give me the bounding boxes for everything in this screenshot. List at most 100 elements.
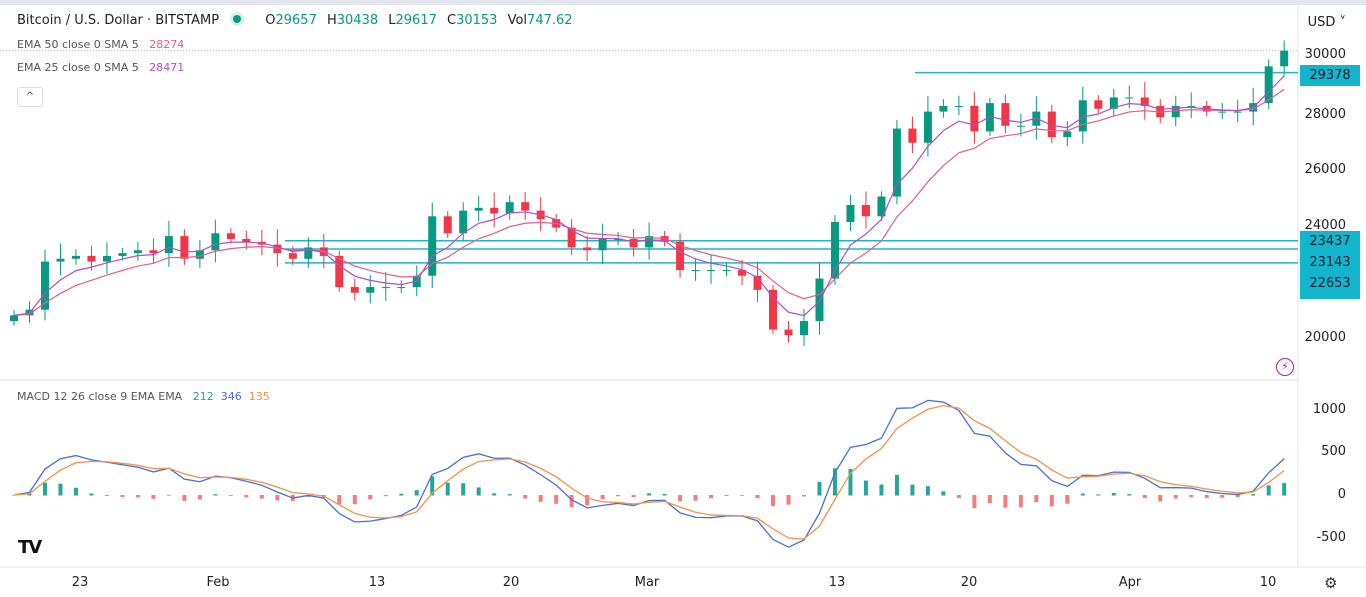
candle-body	[753, 275, 762, 290]
macd-histogram-bar	[120, 495, 125, 497]
macd-histogram-bar	[368, 495, 373, 500]
level-tag: 23143	[1309, 255, 1351, 270]
ema25-label: EMA 25 close 0 SMA 5	[17, 61, 139, 74]
macd-histogram-bar	[569, 495, 574, 508]
macd-histogram-bar	[244, 495, 249, 498]
macd-histogram-bar	[275, 495, 280, 501]
candle-body	[335, 255, 344, 288]
candle-body	[102, 255, 111, 262]
ema25-line	[13, 75, 1285, 317]
macd-histogram-bar	[678, 495, 683, 502]
candle-body	[1233, 111, 1242, 113]
candle-body	[738, 270, 747, 276]
macd-histogram-bar	[151, 495, 156, 499]
candle-body	[490, 207, 499, 214]
macd-histogram-bar	[972, 495, 977, 509]
price-chart[interactable]	[0, 5, 1366, 597]
candle-body	[923, 111, 932, 143]
candle-body	[1078, 100, 1087, 132]
macd-histogram-bar	[1235, 495, 1240, 498]
candle-body	[474, 207, 483, 211]
candle-body	[443, 216, 452, 234]
macd-histogram-bar	[1018, 495, 1023, 508]
tradingview-logo[interactable]: TV	[18, 537, 42, 558]
macd-histogram-bar	[1049, 495, 1054, 507]
candle-body	[892, 128, 901, 197]
macd-histogram-bar	[879, 484, 884, 496]
candle-body	[707, 270, 716, 272]
level-tag: 29378	[1300, 65, 1360, 86]
macd-histogram-bar	[58, 483, 63, 496]
time-tick: 13	[368, 575, 386, 590]
currency-dropdown[interactable]: USD ˅	[1307, 15, 1346, 30]
macd-histogram-bar	[259, 495, 264, 499]
settings-gear-icon[interactable]: ⚙	[1324, 574, 1338, 592]
candle-body	[815, 278, 824, 322]
candle-body	[195, 250, 204, 259]
open-value: 29657	[275, 13, 317, 28]
candle-body	[164, 236, 173, 254]
macd-histogram-bar	[647, 493, 652, 496]
candle-body	[676, 241, 685, 271]
macd-histogram-bar	[817, 482, 822, 496]
candle-body	[366, 287, 375, 293]
macd-histogram-bar	[631, 495, 636, 498]
collapse-legend-button[interactable]: ^	[17, 87, 43, 107]
macd-histogram-bar	[445, 482, 450, 496]
candle-body	[908, 128, 917, 143]
macd-histogram-bar	[925, 486, 930, 496]
macd-histogram-bar	[863, 480, 868, 496]
ema50-line	[13, 88, 1285, 316]
macd-histogram-bar	[166, 494, 171, 496]
macd-histogram-bar	[1111, 492, 1116, 496]
candle-body	[1280, 50, 1289, 67]
market-status-icon	[233, 15, 242, 23]
candle-body	[799, 321, 808, 336]
candle-body	[1094, 100, 1103, 109]
candle-body	[629, 238, 638, 248]
macd-histogram-bar	[616, 495, 621, 497]
ema50-label: EMA 50 close 0 SMA 5	[17, 38, 139, 51]
open-label: O	[265, 13, 276, 28]
macd-histogram-bar	[337, 495, 342, 505]
time-tick: Feb	[206, 575, 230, 590]
level-tag-group: 23437 23143 22653	[1300, 231, 1360, 299]
macd-histogram-bar	[213, 494, 218, 496]
macd-histogram-bar	[352, 495, 357, 505]
macd-histogram-bar	[1003, 495, 1008, 508]
time-tick: 13	[828, 575, 846, 590]
macd-histogram-bar	[73, 487, 78, 496]
macd-legend[interactable]: MACD 12 26 close 9 EMA EMA 212 346 135	[17, 390, 270, 403]
macd-histogram-bar	[1158, 495, 1163, 502]
ema25-legend[interactable]: EMA 25 close 0 SMA 5 28471	[17, 61, 184, 74]
candle-body	[459, 210, 468, 234]
price-tick: 26000	[1304, 162, 1346, 177]
candle-body	[1109, 97, 1118, 109]
symbol-title: Bitcoin / U.S. Dollar · BITSTAMP	[17, 13, 220, 28]
price-tick: 28000	[1304, 107, 1346, 122]
macd-histogram-bar	[1142, 495, 1147, 499]
lightning-icon[interactable]: ⚡	[1276, 358, 1294, 376]
price-tick: 20000	[1304, 330, 1346, 345]
time-tick: 20	[502, 575, 520, 590]
macd-histogram-bar	[89, 493, 94, 496]
candle-body	[970, 105, 979, 132]
candle-body	[1125, 97, 1134, 99]
candle-body	[954, 105, 963, 107]
candle-body	[397, 287, 406, 289]
ema50-legend[interactable]: EMA 50 close 0 SMA 5 28274	[17, 38, 184, 51]
volume-label: Vol	[507, 13, 528, 28]
macd-histogram-bar	[1173, 495, 1178, 499]
candle-body	[288, 253, 297, 259]
candle-body	[769, 289, 778, 330]
candle-body	[87, 255, 96, 262]
macd-histogram-bar	[27, 493, 32, 496]
currency-label: USD	[1307, 15, 1336, 30]
time-tick: Apr	[1118, 575, 1142, 590]
candle-body	[939, 105, 948, 112]
candle-body	[722, 270, 731, 272]
candle-body	[1047, 111, 1056, 138]
macd-label: MACD 12 26 close 9 EMA EMA	[17, 390, 183, 403]
macd-histogram-bar	[1065, 495, 1070, 504]
candle-body	[381, 287, 390, 289]
